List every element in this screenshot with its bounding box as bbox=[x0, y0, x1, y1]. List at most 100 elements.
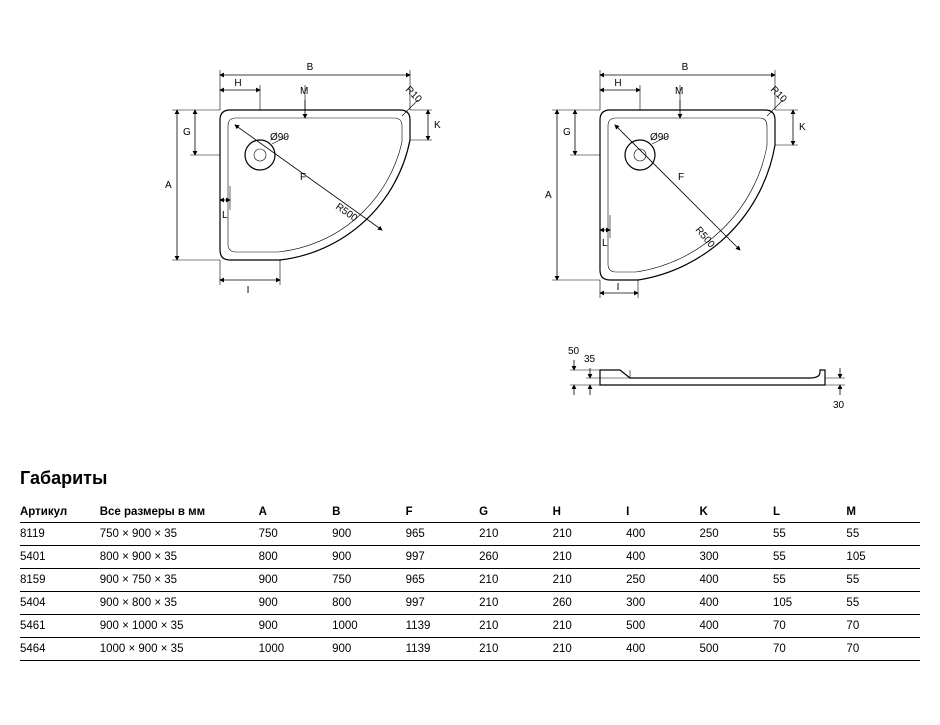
label-d90-r: Ø90 bbox=[650, 132, 669, 143]
table-cell: 210 bbox=[479, 569, 552, 592]
label-r10-l: R10 bbox=[403, 84, 424, 105]
col-header: M bbox=[846, 500, 920, 523]
table-cell: 400 bbox=[626, 523, 699, 546]
table-cell: 210 bbox=[479, 615, 552, 638]
table-cell: 70 bbox=[846, 615, 920, 638]
label-l-r: L bbox=[602, 238, 608, 249]
table-cell: 210 bbox=[553, 523, 626, 546]
table-cell: 55 bbox=[773, 546, 846, 569]
label-f-r: F bbox=[678, 172, 684, 183]
label-a-r: A bbox=[545, 190, 552, 201]
col-header: L bbox=[773, 500, 846, 523]
table-cell: 900 bbox=[332, 638, 406, 661]
table-cell: 70 bbox=[773, 615, 846, 638]
label-m-r: M bbox=[675, 86, 683, 97]
label-g-r: G bbox=[563, 127, 571, 138]
label-k-l: K bbox=[434, 120, 441, 131]
label-l-l: L bbox=[222, 210, 228, 221]
table-cell: 400 bbox=[700, 569, 773, 592]
table-cell: 1139 bbox=[406, 615, 480, 638]
table-cell: 210 bbox=[553, 546, 626, 569]
table-cell: 260 bbox=[479, 546, 552, 569]
label-i-l: I bbox=[247, 285, 250, 296]
side-profile: 50 35 30 bbox=[530, 330, 850, 420]
table-cell: 210 bbox=[553, 569, 626, 592]
col-header: F bbox=[406, 500, 480, 523]
col-header: H bbox=[553, 500, 626, 523]
table-cell: 300 bbox=[700, 546, 773, 569]
table-cell: 5464 bbox=[20, 638, 100, 661]
table-cell: 997 bbox=[406, 546, 480, 569]
label-g-l: G bbox=[183, 127, 191, 138]
diagrams-row: Ø90 F R500 B H M R10 bbox=[0, 0, 940, 420]
table-cell: 250 bbox=[700, 523, 773, 546]
table-cell: 5461 bbox=[20, 615, 100, 638]
table-cell: 800 bbox=[259, 546, 333, 569]
table-cell: 997 bbox=[406, 592, 480, 615]
table-cell: 55 bbox=[773, 523, 846, 546]
col-header: Все размеры в мм bbox=[100, 500, 259, 523]
label-b-l: B bbox=[307, 62, 314, 73]
table-cell: 8159 bbox=[20, 569, 100, 592]
table-cell: 900 bbox=[332, 523, 406, 546]
col-header: B bbox=[332, 500, 406, 523]
table-cell: 965 bbox=[406, 523, 480, 546]
table-cell: 400 bbox=[700, 615, 773, 638]
table-cell: 70 bbox=[773, 638, 846, 661]
table-cell: 500 bbox=[700, 638, 773, 661]
label-h-r: H bbox=[614, 78, 621, 89]
table-cell: 260 bbox=[553, 592, 626, 615]
table-cell: 105 bbox=[773, 592, 846, 615]
table-cell: 750 bbox=[259, 523, 333, 546]
label-35: 35 bbox=[584, 354, 596, 365]
label-50: 50 bbox=[568, 346, 580, 357]
table-cell: 750 × 900 × 35 bbox=[100, 523, 259, 546]
table-row: 5461900 × 1000 × 35900100011392102105004… bbox=[20, 615, 920, 638]
table-cell: 55 bbox=[846, 523, 920, 546]
table-cell: 400 bbox=[700, 592, 773, 615]
table-cell: 5404 bbox=[20, 592, 100, 615]
table-cell: 210 bbox=[479, 638, 552, 661]
table-cell: 210 bbox=[479, 592, 552, 615]
table-cell: 1139 bbox=[406, 638, 480, 661]
table-cell: 900 bbox=[259, 615, 333, 638]
col-header: A bbox=[259, 500, 333, 523]
section-title: Габариты bbox=[20, 468, 107, 489]
table-cell: 105 bbox=[846, 546, 920, 569]
table-row: 8159900 × 750 × 359007509652102102504005… bbox=[20, 569, 920, 592]
label-k-r: K bbox=[799, 122, 806, 133]
table-cell: 900 × 800 × 35 bbox=[100, 592, 259, 615]
label-f-l: F bbox=[300, 172, 306, 183]
col-header: G bbox=[479, 500, 552, 523]
left-diagram-column: Ø90 F R500 B H M R10 bbox=[150, 40, 470, 420]
label-m-l: M bbox=[300, 86, 308, 97]
table-cell: 965 bbox=[406, 569, 480, 592]
label-r500-r: R500 bbox=[693, 225, 717, 251]
table-cell: 70 bbox=[846, 638, 920, 661]
label-30: 30 bbox=[833, 400, 845, 411]
dimensions-table-wrap: АртикулВсе размеры в ммABFGHIKLM 8119750… bbox=[20, 500, 920, 661]
table-cell: 8119 bbox=[20, 523, 100, 546]
table-cell: 900 bbox=[259, 592, 333, 615]
table-cell: 210 bbox=[479, 523, 552, 546]
table-cell: 1000 × 900 × 35 bbox=[100, 638, 259, 661]
table-row: 8119750 × 900 × 357509009652102104002505… bbox=[20, 523, 920, 546]
label-h-l: H bbox=[234, 78, 241, 89]
table-cell: 1000 bbox=[332, 615, 406, 638]
table-cell: 210 bbox=[553, 615, 626, 638]
table-cell: 5401 bbox=[20, 546, 100, 569]
table-cell: 800 × 900 × 35 bbox=[100, 546, 259, 569]
label-a-l: A bbox=[165, 180, 172, 191]
table-cell: 400 bbox=[626, 638, 699, 661]
table-cell: 250 bbox=[626, 569, 699, 592]
table-cell: 210 bbox=[553, 638, 626, 661]
label-d90-l: Ø90 bbox=[270, 132, 289, 143]
table-cell: 900 × 750 × 35 bbox=[100, 569, 259, 592]
table-cell: 300 bbox=[626, 592, 699, 615]
plan-view-left: Ø90 F R500 B H M R10 bbox=[150, 40, 470, 300]
table-cell: 750 bbox=[332, 569, 406, 592]
dimensions-table: АртикулВсе размеры в ммABFGHIKLM 8119750… bbox=[20, 500, 920, 661]
label-r10-r: R10 bbox=[768, 84, 789, 105]
table-row: 5404900 × 800 × 359008009972102603004001… bbox=[20, 592, 920, 615]
table-cell: 800 bbox=[332, 592, 406, 615]
